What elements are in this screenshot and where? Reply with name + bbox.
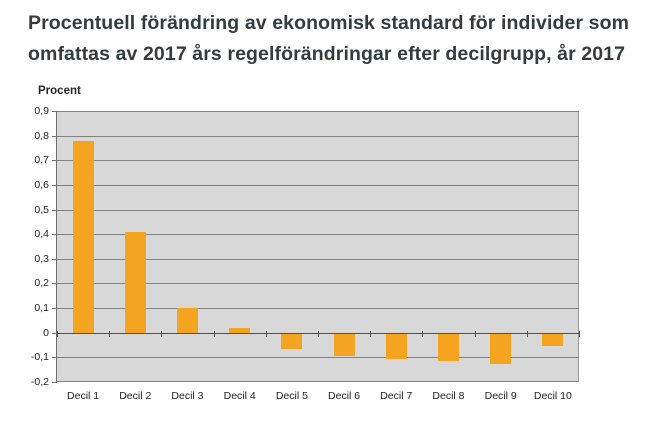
gridline bbox=[57, 259, 579, 260]
gridline bbox=[57, 283, 579, 284]
bar-decil-2 bbox=[125, 232, 146, 333]
y-tick-label: 0,9 bbox=[34, 105, 49, 117]
x-category-label: Decil 10 bbox=[533, 390, 572, 402]
y-axis-tick bbox=[52, 283, 57, 284]
y-axis-tick bbox=[52, 185, 57, 186]
y-axis-tick bbox=[52, 234, 57, 235]
y-tick-label: 0,4 bbox=[34, 228, 49, 241]
y-axis-tick bbox=[52, 111, 57, 112]
y-axis-tick bbox=[52, 210, 57, 211]
y-axis-tick bbox=[52, 357, 57, 358]
x-category-label: Decil 2 bbox=[119, 390, 152, 402]
y-tick-label: 0,5 bbox=[34, 203, 49, 216]
y-tick-label: 0,2 bbox=[34, 277, 49, 290]
x-category-label: Decil 4 bbox=[223, 390, 256, 402]
y-tick-label: 0,8 bbox=[34, 129, 49, 142]
y-tick-label: -0,1 bbox=[30, 351, 49, 364]
chart-title-line-1: Procentuell förändring av ekonomisk stan… bbox=[28, 12, 630, 34]
y-axis-tick bbox=[52, 259, 57, 260]
gridline bbox=[57, 357, 579, 358]
gridline bbox=[57, 111, 579, 112]
category-axis-tick bbox=[109, 331, 110, 337]
bar-decil-7 bbox=[386, 334, 407, 359]
chart-title-line-2: omfattas av 2017 års regelförändringar e… bbox=[28, 43, 626, 65]
gridline bbox=[57, 185, 579, 186]
x-category-label: Decil 3 bbox=[171, 390, 204, 402]
y-tick-label: 0,7 bbox=[34, 154, 49, 167]
gridline bbox=[57, 381, 579, 382]
category-axis-tick bbox=[161, 331, 162, 337]
y-axis-title: Procent bbox=[38, 85, 81, 97]
bar-decil-3 bbox=[177, 308, 198, 333]
x-category-label: Decil 8 bbox=[432, 390, 465, 402]
y-axis-tick bbox=[52, 136, 57, 137]
gridline bbox=[57, 234, 579, 235]
category-axis-tick bbox=[318, 331, 319, 337]
y-axis-tick bbox=[52, 308, 57, 309]
y-axis-tick bbox=[52, 333, 57, 334]
x-category-label: Decil 5 bbox=[275, 390, 308, 402]
category-axis-tick bbox=[527, 331, 528, 337]
gridline bbox=[57, 210, 579, 211]
bar-decil-10 bbox=[542, 334, 563, 346]
category-axis-tick bbox=[579, 331, 580, 337]
category-axis-tick bbox=[422, 331, 423, 337]
category-axis-tick bbox=[370, 331, 371, 337]
y-tick-label: 0,3 bbox=[34, 252, 49, 265]
bar-decil-8 bbox=[438, 334, 459, 361]
gridline bbox=[57, 308, 579, 309]
bar-decil-1 bbox=[73, 141, 94, 333]
bar-decil-5 bbox=[281, 334, 302, 349]
plot-right-border bbox=[578, 111, 579, 382]
plot-area: 0,9 0,8 0,7 0,6 0,5 0,4 0,3 0,2 0,1 0 -0,1 -0,2 Deci… bbox=[31, 105, 580, 402]
y-tick-label: 0,6 bbox=[34, 178, 49, 191]
category-axis-tick bbox=[266, 331, 267, 337]
y-tick-label: -0,2 bbox=[30, 376, 49, 388]
chart-title: Procentuell förändring av ekonomisk stan… bbox=[28, 8, 668, 70]
y-axis-line bbox=[56, 111, 57, 382]
y-axis-tick bbox=[52, 160, 57, 161]
x-category-label: Decil 7 bbox=[380, 390, 413, 402]
bar-decil-9 bbox=[490, 334, 511, 364]
x-category-label: Decil 1 bbox=[67, 390, 100, 402]
y-tick-label: 0 bbox=[43, 326, 49, 339]
category-axis-tick bbox=[475, 331, 476, 337]
gridline bbox=[57, 136, 579, 137]
y-tick-label: 0,1 bbox=[34, 302, 49, 315]
x-category-label: Decil 9 bbox=[484, 390, 517, 402]
x-category-label: Decil 6 bbox=[328, 390, 361, 402]
bar-decil-6 bbox=[334, 334, 355, 356]
bar-decil-4 bbox=[229, 328, 250, 333]
y-axis-tick bbox=[52, 382, 57, 383]
category-axis-tick bbox=[214, 331, 215, 337]
category-axis-tick bbox=[57, 331, 58, 337]
gridline bbox=[57, 160, 579, 161]
